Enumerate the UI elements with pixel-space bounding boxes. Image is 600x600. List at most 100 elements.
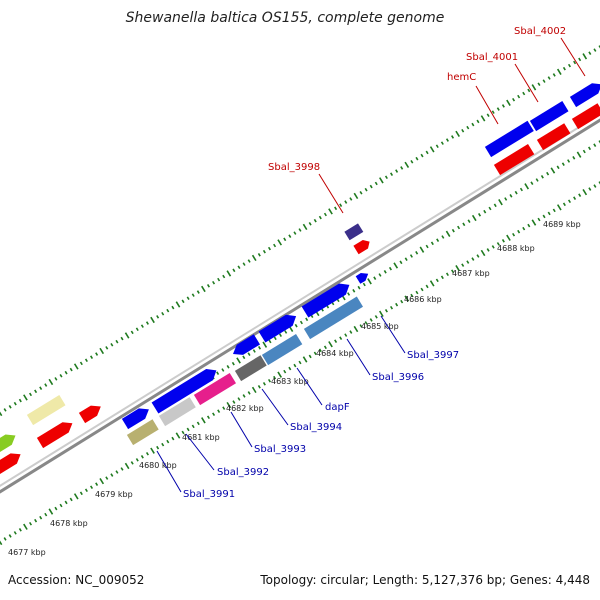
tick-mark (196, 421, 200, 426)
tick-mark (283, 369, 287, 374)
tick-mark (517, 229, 521, 234)
tick-mark (145, 451, 149, 456)
tick-mark (400, 299, 404, 304)
tick-mark (572, 156, 576, 160)
bottom-label-leader (296, 367, 323, 406)
scale-label-2: 4679 kbp (95, 490, 133, 499)
tick-mark (313, 218, 317, 223)
tick-mark (302, 223, 308, 231)
tick-mark (258, 346, 262, 350)
tick-mark (105, 346, 109, 350)
tick-mark (13, 401, 17, 406)
tick-mark (496, 242, 500, 246)
tick-mark (73, 363, 79, 370)
tick-mark (323, 345, 327, 350)
scale-label-11: 4688 kbp (497, 244, 535, 253)
tick-mark (54, 506, 58, 511)
tick-mark (212, 280, 216, 285)
tick-mark (339, 336, 343, 340)
tick-mark (268, 339, 272, 344)
green-feature (0, 434, 16, 452)
tick-mark (524, 183, 530, 190)
left-reverse-arrow (36, 422, 73, 449)
tick-mark (99, 347, 105, 355)
tick-mark (498, 199, 503, 206)
tick-mark (69, 367, 73, 372)
tick-mark (527, 223, 531, 228)
tick-mark (34, 389, 38, 394)
tick-mark (530, 181, 534, 185)
tick-mark (217, 409, 221, 413)
tick-mark (323, 212, 327, 217)
tick-mark (440, 275, 444, 280)
tick-mark (206, 284, 210, 288)
tick-mark (201, 417, 206, 424)
bottom-label-leader (230, 411, 253, 448)
tick-mark (415, 290, 419, 295)
sbal-4001-forward-box (529, 101, 569, 132)
tick-mark (379, 177, 384, 184)
tick-mark (531, 219, 537, 226)
tick-mark (537, 217, 541, 222)
tick-mark (242, 394, 246, 398)
tick-mark (373, 276, 377, 280)
tick-mark (486, 113, 490, 118)
tick-mark (478, 213, 482, 217)
tick-mark (561, 162, 565, 166)
tick-mark (429, 146, 435, 153)
tick-mark (535, 178, 539, 182)
tick-mark (18, 528, 22, 532)
tick-mark (334, 206, 338, 211)
tick-mark (480, 249, 486, 257)
tick-mark (308, 354, 312, 359)
tick-mark (522, 226, 526, 231)
tick-mark (430, 241, 434, 246)
tick-mark (318, 215, 322, 220)
tick-mark (593, 184, 597, 188)
tick-mark (262, 249, 266, 254)
tick-mark (506, 234, 511, 241)
dapF-feature (261, 334, 303, 366)
tick-mark (44, 383, 48, 387)
tick-mark (59, 373, 63, 378)
tick-mark (273, 336, 277, 341)
tick-mark (598, 45, 600, 49)
tick-mark (527, 88, 531, 93)
tick-mark (455, 130, 460, 137)
tick-mark (242, 355, 246, 360)
bottom-label-leader (380, 315, 406, 354)
tick-mark (299, 320, 303, 325)
tick-mark (461, 263, 465, 267)
bottom-gene-label-0: Sbal_3991 (183, 489, 235, 500)
tick-mark (390, 172, 394, 176)
tick-mark (364, 321, 368, 325)
sbal-4001-reverse-box (536, 123, 571, 151)
tick-mark (313, 351, 317, 356)
tick-mark (54, 377, 58, 381)
tick-mark (352, 289, 356, 293)
tick-mark (419, 246, 425, 253)
tick-mark (379, 310, 384, 317)
tick-mark (488, 206, 492, 211)
tick-mark (542, 79, 546, 83)
tick-mark (415, 251, 419, 255)
tick-mark (28, 521, 33, 526)
tick-mark (236, 357, 241, 364)
tick-mark (298, 228, 302, 232)
tick-mark (3, 408, 7, 412)
tick-mark (359, 190, 363, 195)
top-gene-label-3: Sbal_4002 (514, 26, 566, 37)
gene-labels: 4677 kbp 4678 kbp 4679 kbp 4680 kbp 4681 kbp… (8, 26, 586, 557)
bottom-gene-label-3: Sbal_3994 (290, 422, 342, 433)
tick-mark (445, 138, 449, 142)
tick-mark (384, 175, 388, 180)
tick-mark (161, 442, 165, 447)
tick-mark (161, 311, 165, 316)
tick-mark (64, 370, 68, 375)
tick-mark (420, 287, 424, 292)
tick-mark (369, 184, 373, 189)
tick-mark (404, 161, 410, 169)
tick-mark (294, 323, 298, 328)
tick-mark (212, 412, 216, 417)
tick-mark (441, 235, 445, 239)
